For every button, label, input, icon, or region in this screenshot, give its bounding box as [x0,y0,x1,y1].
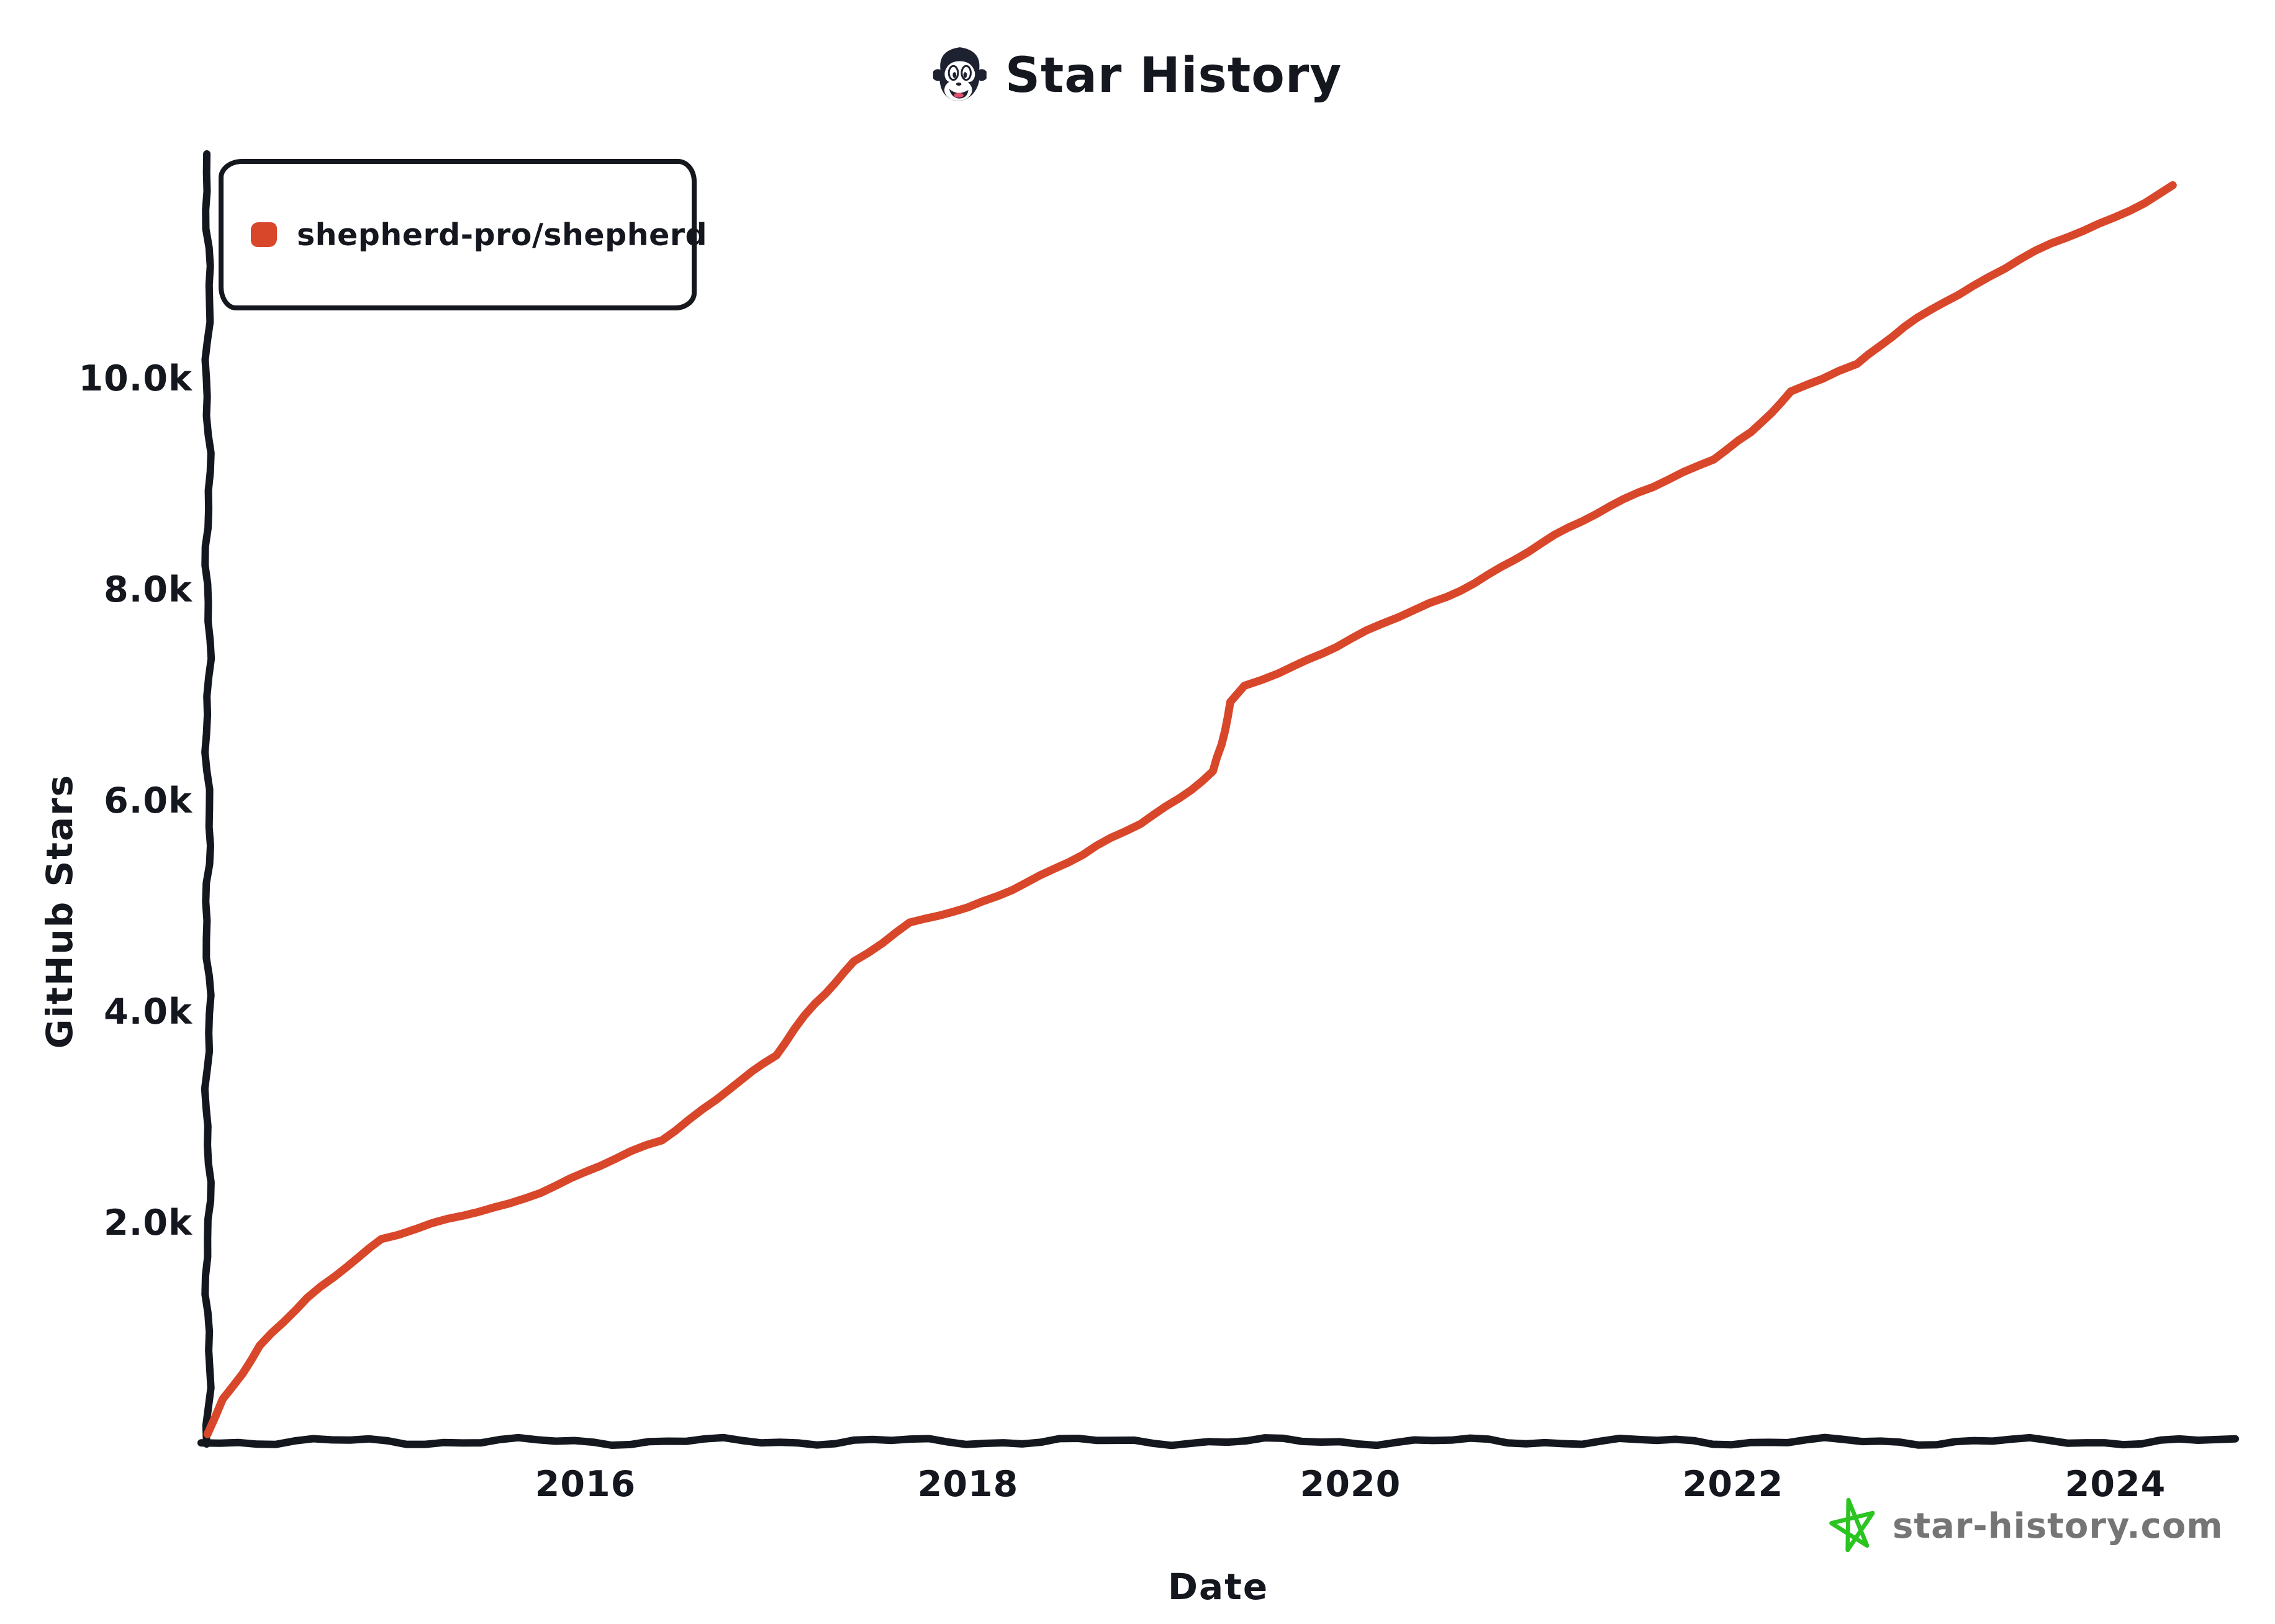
y-tick-label: 6.0k [104,780,192,821]
x-tick-label: 2022 [1682,1464,1784,1505]
y-tick-label: 4.0k [104,991,192,1032]
y-tick-label: 2.0k [104,1202,192,1243]
y-axis-line [201,150,215,1448]
legend-swatch [251,222,277,247]
green-star-icon [1829,1495,1876,1557]
page-title: Star History [1005,48,1342,104]
watermark: star-history.com [1829,1495,2223,1557]
watermark-text: star-history.com [1893,1505,2223,1546]
y-axis-title: GitHub Stars [38,774,81,1049]
x-axis-line [197,1433,2239,1450]
x-tick-label: 2016 [535,1464,636,1505]
y-tick-label: 10.0k [78,358,192,399]
monkey-face-icon [932,42,988,109]
chart-header: Star History [932,42,1342,109]
x-tick-label: 2018 [917,1464,1019,1505]
x-axis-title: Date [1167,1566,1269,1608]
legend-label: shepherd-pro/shepherd [297,217,708,253]
y-tick-label: 8.0k [104,569,192,610]
series-line-shepherd [203,181,2177,1438]
legend: shepherd-pro/shepherd [219,159,707,310]
x-tick-label: 2024 [2065,1464,2166,1505]
x-tick-label: 2020 [1300,1464,1401,1505]
